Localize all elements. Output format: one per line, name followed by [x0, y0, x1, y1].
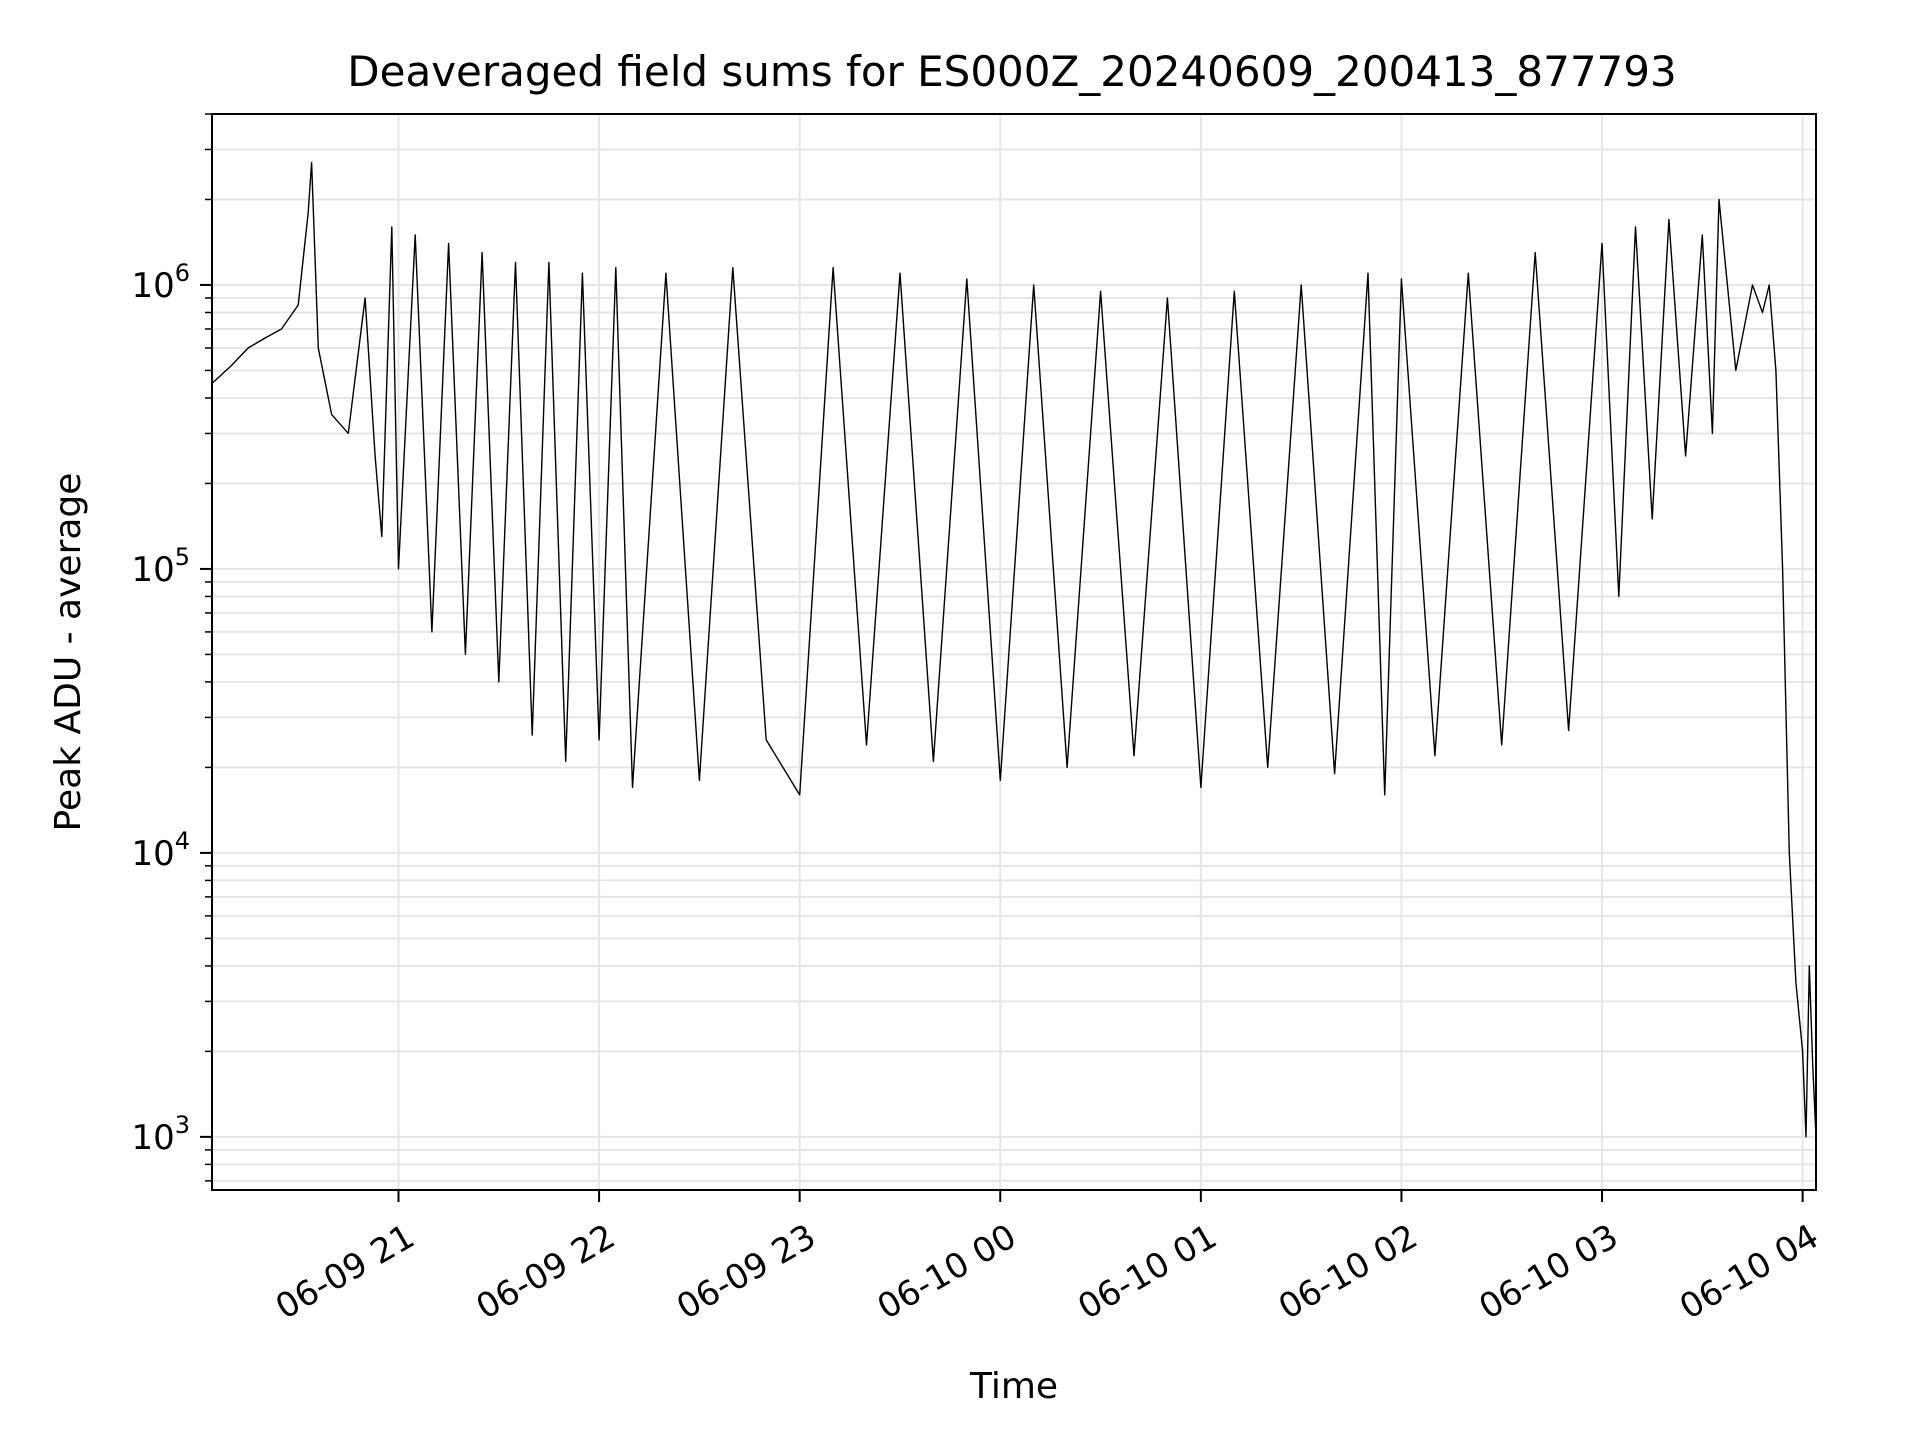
y-axis-label: Peak ADU - average	[48, 473, 89, 832]
y-tick-label: 105	[131, 543, 190, 590]
x-axis-label: Time	[969, 1366, 1058, 1407]
y-tick-label: 104	[131, 827, 190, 874]
plot-frame	[211, 113, 1817, 1191]
series-line	[211, 161, 1817, 1138]
series-layer	[211, 161, 1817, 1138]
y-tick-label: 103	[131, 1111, 190, 1158]
y-tick-label: 106	[131, 259, 190, 306]
y-axis: 103 104 105 106	[131, 113, 212, 1182]
grid	[212, 113, 1816, 1190]
chart-title: Deaveraged field sums for ES000Z_2024060…	[347, 47, 1676, 96]
